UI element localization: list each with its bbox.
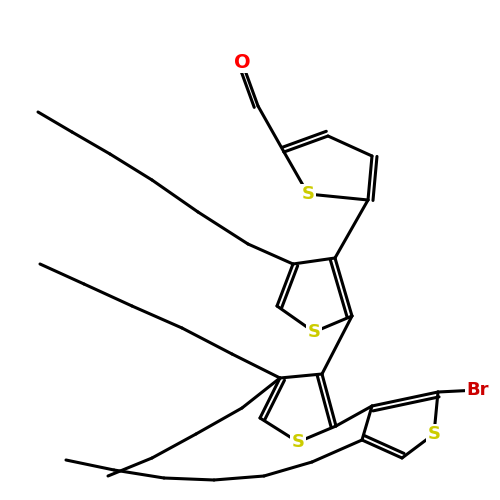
Text: O: O [234, 52, 250, 72]
Text: S: S [292, 433, 304, 451]
Text: S: S [302, 185, 314, 203]
Text: Br: Br [467, 381, 489, 399]
Text: S: S [308, 323, 320, 341]
Text: S: S [428, 425, 440, 443]
